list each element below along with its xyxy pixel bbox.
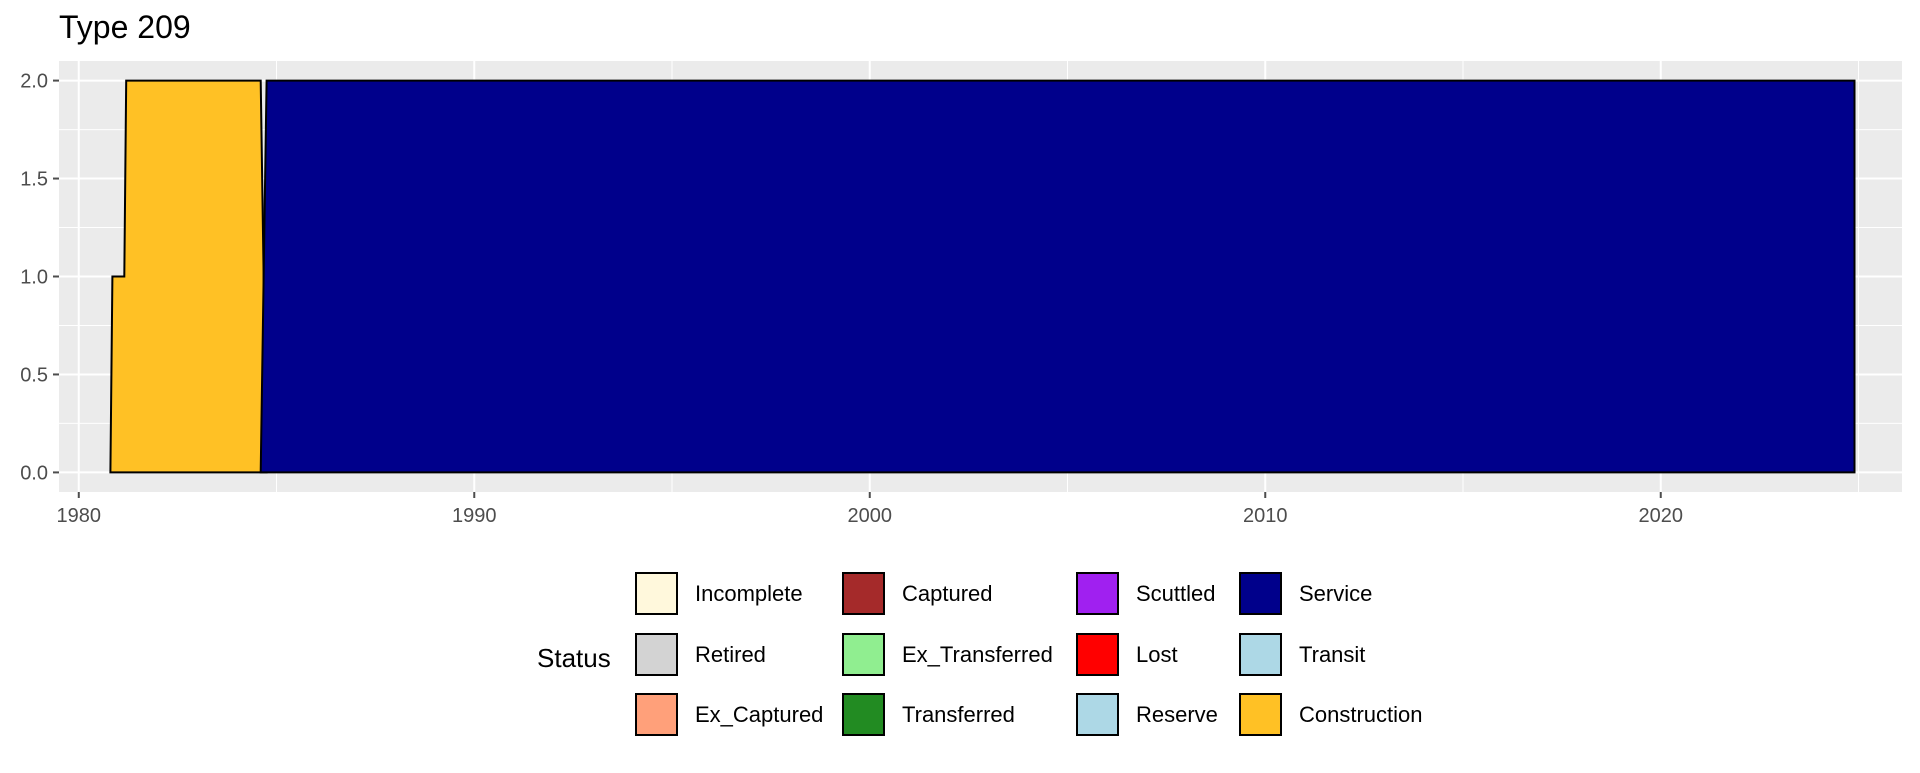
legend-key — [635, 633, 678, 676]
legend-label: Ex_Transferred — [902, 642, 1053, 667]
legend-label: Service — [1299, 581, 1372, 606]
y-tick-label: 0.0 — [20, 462, 48, 484]
legend-key — [1076, 572, 1119, 615]
legend-title: Status — [537, 643, 611, 673]
y-tick-label: 2.0 — [20, 71, 48, 93]
legend-key — [1076, 693, 1119, 736]
legend-label: Retired — [695, 642, 766, 667]
legend-label: Reserve — [1136, 702, 1218, 727]
axes: 0.0 0.5 1.0 1.5 2.0 1980 1990 2000 2010 2020 — [20, 71, 1683, 527]
area-service — [259, 79, 1856, 474]
y-tick-label: 1.0 — [20, 267, 48, 289]
area-construction — [109, 79, 268, 474]
legend-label: Captured — [902, 581, 993, 606]
legend-label: Transferred — [902, 702, 1015, 727]
legend: Status Incomplete Retired Ex_Captured Captur… — [537, 572, 1423, 736]
y-tick-label: 0.5 — [20, 364, 48, 386]
legend-key — [842, 633, 885, 676]
legend-label: Scuttled — [1136, 581, 1216, 606]
legend-label: Lost — [1136, 642, 1178, 667]
legend-key — [1239, 693, 1282, 736]
x-tick-label: 2010 — [1243, 505, 1288, 527]
legend-key — [1076, 633, 1119, 676]
x-tick-label: 2000 — [848, 505, 893, 527]
chart-title: Type 209 — [59, 9, 191, 45]
x-tick-label: 1980 — [57, 505, 102, 527]
legend-label: Construction — [1299, 702, 1423, 727]
legend-label: Transit — [1299, 642, 1365, 667]
legend-key — [842, 572, 885, 615]
y-tick-label: 1.5 — [20, 169, 48, 191]
legend-key — [1239, 572, 1282, 615]
x-tick-label: 1990 — [452, 505, 497, 527]
legend-key — [635, 693, 678, 736]
legend-key — [842, 693, 885, 736]
legend-label: Ex_Captured — [695, 702, 823, 727]
legend-key — [635, 572, 678, 615]
legend-key — [1239, 633, 1282, 676]
legend-label: Incomplete — [695, 581, 803, 606]
x-tick-label: 2020 — [1638, 505, 1683, 527]
area-layer — [109, 79, 1856, 474]
